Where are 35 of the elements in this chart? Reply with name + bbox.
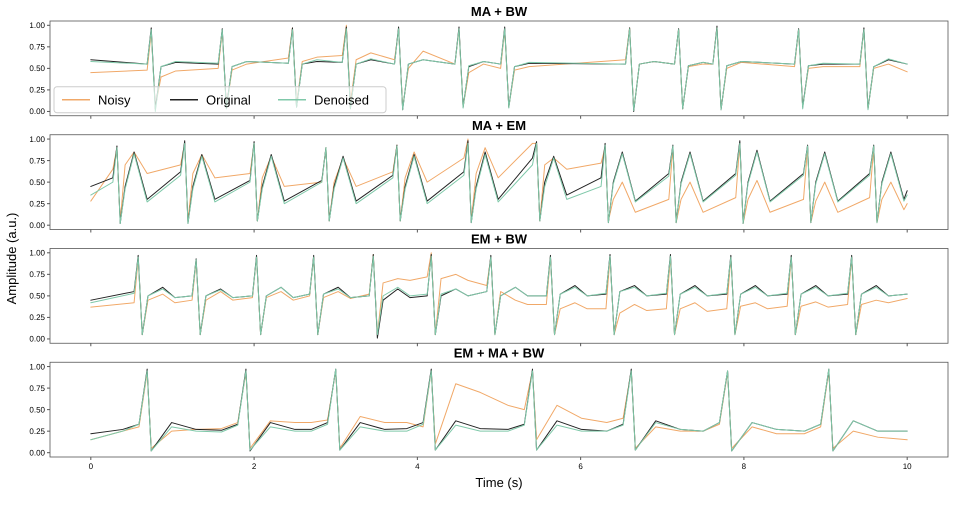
x-tick-label: 10 xyxy=(902,462,912,471)
chart-title: MA + EM xyxy=(472,118,526,133)
y-tick-label: 0.75 xyxy=(29,156,46,166)
legend-label: Original xyxy=(206,92,251,108)
y-tick-label: 0.25 xyxy=(29,199,46,208)
y-tick-label: 0.75 xyxy=(29,384,46,393)
x-tick-label: 6 xyxy=(578,462,584,471)
y-tick-label: 0.25 xyxy=(29,426,46,436)
x-tick-label: 0 xyxy=(88,462,94,471)
y-tick-label: 1.00 xyxy=(29,362,46,372)
x-tick-label: 8 xyxy=(742,462,747,471)
y-tick-label: 0.25 xyxy=(29,86,46,95)
y-tick-label: 0.00 xyxy=(29,334,46,344)
y-tick-label: 0.75 xyxy=(29,270,46,280)
y-tick-label: 0.00 xyxy=(29,220,46,230)
y-tick-label: 1.00 xyxy=(29,134,46,144)
y-tick-label: 0.50 xyxy=(29,405,46,414)
chart-title: EM + BW xyxy=(471,232,528,246)
y-axis-title: Amplitude (a.u.) xyxy=(4,212,19,304)
y-tick-label: 0.50 xyxy=(29,64,46,74)
chart-title: EM + MA + BW xyxy=(454,345,545,360)
y-tick-label: 1.00 xyxy=(29,248,46,258)
y-tick-label: 0.00 xyxy=(29,107,46,116)
y-tick-label: 1.00 xyxy=(29,21,46,30)
x-axis-title: Time (s) xyxy=(475,475,523,490)
y-tick-label: 0.50 xyxy=(29,292,46,301)
chart-title: MA + BW xyxy=(470,4,528,19)
y-tick-label: 0.50 xyxy=(29,178,46,187)
y-tick-label: 0.25 xyxy=(29,313,46,322)
legend-label: Denoised xyxy=(314,92,369,108)
x-tick-label: 4 xyxy=(415,462,420,471)
y-tick-label: 0.00 xyxy=(29,448,46,458)
y-tick-label: 0.75 xyxy=(29,42,46,52)
x-tick-label: 2 xyxy=(252,462,257,471)
legend-label: Noisy xyxy=(98,92,132,108)
